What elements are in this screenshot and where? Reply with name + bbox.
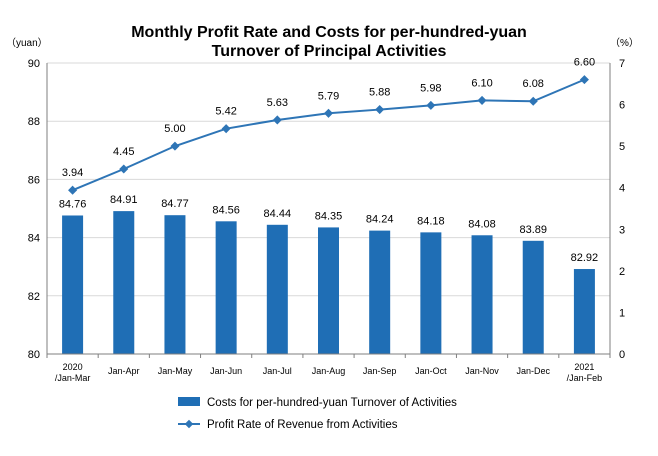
- line-series: 3.94 4.45 5.00 5.42 5.63 5.79 5.88 5.98 6.10 6.08…: [62, 57, 595, 195]
- bar: [164, 215, 186, 354]
- left-axis-tick-label: 86: [28, 174, 40, 186]
- legend: Costs for per-hundred-yuan Turnover of A…: [178, 397, 457, 431]
- left-axis-tick-label: 90: [28, 58, 40, 70]
- bar-data-label: 84.08: [468, 218, 496, 230]
- bar-data-label: 84.18: [417, 215, 445, 227]
- line-data-label: 6.10: [471, 77, 492, 89]
- chart-title: Monthly Profit Rate and Costs for per-hu…: [131, 24, 527, 60]
- x-axis-tick-label: Jan-May: [158, 366, 193, 376]
- line-point: [170, 141, 180, 151]
- bar: [573, 269, 595, 354]
- left-axis-tick-label: 80: [28, 349, 40, 361]
- chart-title-line-1: Monthly Profit Rate and Costs for per-hu…: [131, 24, 527, 41]
- x-axis-tick-label: /Jan-Feb: [567, 373, 603, 383]
- line-point: [68, 185, 78, 195]
- chart-title-line-2: Turnover of Principal Activities: [212, 43, 447, 60]
- line-point: [323, 108, 334, 118]
- bar: [522, 240, 544, 354]
- line-point: [375, 105, 385, 115]
- right-axis-tick-label: 0: [619, 349, 625, 361]
- line-data-label: 4.45: [113, 146, 134, 158]
- bar: [266, 224, 288, 354]
- x-axis-tick-label: 2021: [574, 362, 594, 372]
- bar: [62, 215, 84, 354]
- line-point: [119, 164, 129, 174]
- bar-data-label: 84.24: [366, 214, 394, 226]
- legend-bar-label: Costs for per-hundred-yuan Turnover of A…: [207, 397, 457, 409]
- bar: [113, 211, 135, 354]
- bar: [318, 227, 339, 354]
- x-axis-tick-label: Jan-Apr: [108, 366, 140, 376]
- line-data-label: 5.88: [369, 87, 390, 99]
- bar-data-label: 82.92: [571, 252, 599, 264]
- line-point: [272, 115, 282, 125]
- x-axis-tick-label: Jan-Oct: [415, 366, 447, 376]
- right-axis-tick-label: 2: [619, 266, 625, 278]
- right-axis-tick-label: 1: [619, 307, 625, 319]
- gridlines: [47, 62, 610, 297]
- bar-data-label: 84.56: [212, 204, 240, 216]
- axes: 80 82 84 86 88 90 0 1 2 3 4 5 6 7 2020/Jan-Mar Jan-Apr J…: [28, 58, 625, 383]
- legend-bar-swatch: [178, 397, 200, 406]
- right-axis-tick-label: 3: [619, 224, 625, 236]
- x-axis-tick-label: Jan-Dec: [516, 366, 550, 376]
- line-data-label: 3.94: [62, 167, 83, 179]
- line-point: [528, 96, 538, 106]
- right-axis-unit: （%）: [610, 37, 639, 49]
- line-point: [221, 124, 231, 134]
- line-data-label: 5.42: [215, 106, 236, 118]
- bar-data-label: 84.35: [315, 210, 343, 222]
- line-point: [477, 95, 487, 105]
- bar: [369, 230, 391, 354]
- x-axis-tick-label: Jan-Jul: [263, 366, 292, 376]
- bar-data-label: 84.91: [110, 194, 138, 206]
- right-axis-tick-label: 5: [619, 141, 625, 153]
- right-axis-tick-label: 4: [619, 183, 625, 195]
- x-axis-tick-label: Jan-Aug: [312, 366, 346, 376]
- left-axis-tick-label: 84: [28, 233, 40, 245]
- line-data-label: 5.00: [164, 123, 185, 135]
- bar: [471, 235, 493, 354]
- right-axis-tick-label: 6: [619, 100, 625, 112]
- line-data-label: 6.60: [574, 57, 595, 69]
- right-axis-tick-label: 7: [619, 58, 625, 70]
- left-axis-tick-label: 82: [28, 291, 40, 303]
- left-axis-tick-label: 88: [28, 116, 40, 128]
- line-point: [579, 75, 589, 85]
- line-data-label: 5.63: [267, 97, 288, 109]
- bar-data-label: 84.77: [161, 198, 189, 210]
- bar-data-label: 84.44: [264, 208, 292, 220]
- line-point: [426, 100, 436, 110]
- legend-line-marker: [184, 419, 194, 429]
- x-axis-tick-label: Jan-Jun: [210, 366, 242, 376]
- line-data-label: 6.08: [523, 78, 544, 90]
- x-axis-tick-label: 2020: [63, 362, 83, 372]
- bar-series: 84.76 84.91 84.77 84.56 84.44 84.35 84.24 84.18…: [59, 194, 598, 354]
- bar-data-label: 83.89: [519, 224, 547, 236]
- bar: [215, 221, 237, 354]
- left-axis-unit: （yuan）: [6, 37, 48, 49]
- x-axis-tick-label: Jan-Sep: [363, 366, 397, 376]
- line-data-label: 5.79: [318, 90, 339, 102]
- legend-line-label: Profit Rate of Revenue from Activities: [207, 419, 398, 431]
- line-data-label: 5.98: [420, 82, 441, 94]
- x-axis-tick-label: Jan-Nov: [465, 366, 499, 376]
- bar: [420, 232, 442, 354]
- x-axis-tick-label: /Jan-Mar: [55, 373, 91, 383]
- bar-data-label: 84.76: [59, 198, 87, 210]
